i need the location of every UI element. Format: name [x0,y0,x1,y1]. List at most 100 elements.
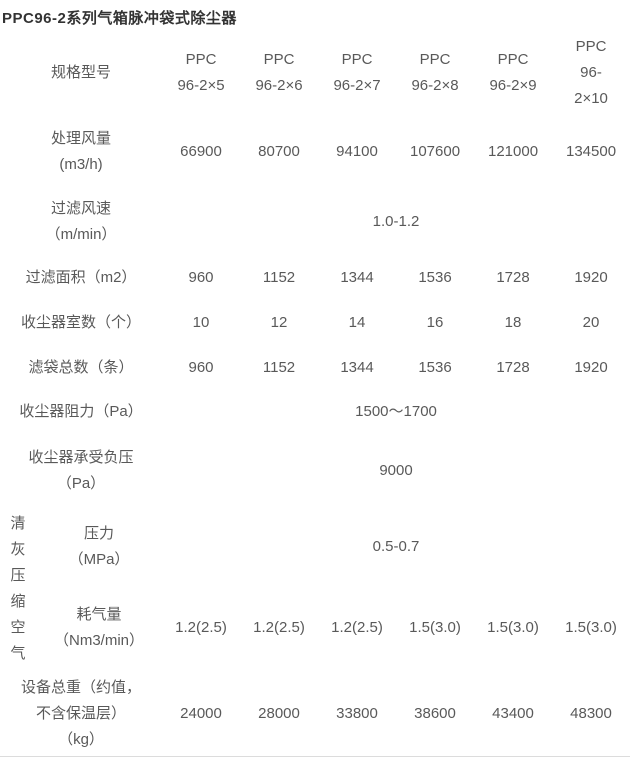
header-model-6: PPC 96- 2×10 [552,30,630,115]
row-label-pressure: 压力 （MPa） [36,508,162,585]
row-label-line: 收尘器承受负压 [28,449,134,466]
cell-value: 1152 [262,268,296,286]
cell-value: 16 [426,313,444,331]
model-name-line: PPC [497,50,529,68]
cell-value: 94100 [336,142,378,160]
group-label-char: 气 [10,645,26,662]
row-total-weight: 设备总重（约值， 不含保温层） （kg） 24000 28000 33800 3… [0,670,630,756]
cell-value: 20 [582,313,600,331]
cell-value: 28000 [258,705,300,722]
cell-value: 12 [270,313,288,331]
cell-value: 1.5(3.0) [409,618,461,636]
row-air-volume: 处理风量 (m3/h) 66900 80700 94100 107600 121… [0,115,630,188]
row-bag-total: 滤袋总数（条） 960 1152 1344 1536 1728 1920 [0,345,630,390]
row-resistance: 收尘器阻力（Pa） 1500～1700 [0,390,630,434]
cell-value: 1.2(2.5) [331,618,383,636]
cell-value: 1152 [262,358,296,376]
cell-value: 960 [188,268,214,286]
cell-value: 1728 [496,358,530,376]
row-label-line: （Pa） [56,475,106,492]
model-name-line: 96- [580,63,602,81]
cell-value: 1920 [574,268,608,286]
model-name-line: PPC [419,50,451,68]
row-label-filter-area: 过滤面积（m2） [25,268,137,286]
cell-value: 43400 [492,705,534,722]
model-name-line: 2×10 [574,89,608,107]
header-model-2: PPC 96-2×6 [240,30,318,115]
cell-value: 48300 [570,705,612,722]
row-filter-area: 过滤面积（m2） 960 1152 1344 1536 1728 1920 [0,255,630,300]
row-label-line: 过滤风速 [51,199,112,217]
header-spec-model-label: 规格型号 [51,63,112,81]
cell-value: 960 [188,358,214,376]
cell-value: 24000 [180,705,222,722]
cell-value-span: 1500～1700 [355,403,437,420]
cell-value: 1344 [340,268,374,286]
row-label-line: （Nm3/min） [54,631,145,649]
cell-value: 107600 [409,142,461,160]
header-model-4: PPC 96-2×8 [396,30,474,115]
model-name-line: PPC [185,50,217,68]
model-name-line: 96-2×6 [255,76,303,94]
model-name-line: 96-2×8 [411,76,459,94]
cell-value: 33800 [336,705,378,722]
row-label-chamber-count: 收尘器室数（个） [21,313,142,331]
row-label-line: (m3/h) [59,155,103,173]
cell-value: 1728 [496,268,530,286]
cell-value: 10 [192,313,210,331]
cell-value: 80700 [258,142,300,160]
row-negative-pressure: 收尘器承受负压 （Pa） 9000 [0,434,630,508]
row-label-air-volume: 处理风量 (m3/h) [0,115,162,188]
row-label-filter-velocity: 过滤风速 （m/min） [0,188,162,255]
model-name-line: PPC [575,37,607,55]
row-label-negative-pressure: 收尘器承受负压 （Pa） [0,434,162,508]
cell-value: 1344 [340,358,374,376]
cell-value-span: 0.5-0.7 [372,537,420,555]
model-name-line: PPC [341,50,373,68]
row-pulse-pressure: 清 灰 压 缩 空 气 压力 （MPa） 0.5-0.7 [0,508,630,662]
row-label-line: （kg） [58,731,104,748]
row-label-total-weight: 设备总重（约值， 不含保温层） （kg） [0,670,162,756]
cell-value: 1.2(2.5) [253,618,305,636]
model-name-line: 96-2×7 [333,76,381,94]
row-air-consumption: 耗气量 （Nm3/min） 1.2(2.5) 1.2(2.5) 1.2(2.5)… [0,585,630,670]
cell-value: 1.5(3.0) [565,618,617,636]
cell-value-span: 9000 [379,462,413,479]
cell-value: 1536 [418,358,452,376]
header-model-5: PPC 96-2×9 [474,30,552,115]
model-name-line: PPC [263,50,295,68]
cell-value: 121000 [487,142,539,160]
row-label-line: （MPa） [68,550,130,568]
cell-value: 66900 [180,142,222,160]
row-label-line: （m/min） [45,225,117,243]
cell-value-span: 1.0-1.2 [372,212,420,230]
header-model-3: PPC 96-2×7 [318,30,396,115]
cell-value: 38600 [414,705,456,722]
row-label-line: 耗气量 [76,605,122,623]
model-name-line: 96-2×9 [489,76,537,94]
group-label-char: 缩 [10,593,26,610]
cell-value: 134500 [565,142,617,160]
row-label-line: 处理风量 [51,129,112,147]
row-chamber-count: 收尘器室数（个） 10 12 14 16 18 20 [0,300,630,345]
row-label-resistance: 收尘器阻力（Pa） [19,403,143,420]
row-filter-velocity: 过滤风速 （m/min） 1.0-1.2 [0,188,630,255]
cell-value: 1.5(3.0) [487,618,539,636]
cell-value: 18 [504,313,522,331]
cell-value: 14 [348,313,366,331]
row-label-line: 压力 [84,524,115,542]
group-label-char: 灰 [10,541,26,558]
cell-value: 1.2(2.5) [175,618,227,636]
group-label-char: 空 [10,619,26,636]
row-label-line: 设备总重（约值， [21,679,142,696]
model-name-line: 96-2×5 [177,76,225,94]
page-title: PPC96-2系列气箱脉冲袋式除尘器 [2,10,237,27]
table-header-row: 规格型号 PPC 96-2×5 PPC 96-2×6 PPC 96-2×7 PP… [0,30,630,115]
row-label-bag-total: 滤袋总数（条） [28,358,134,376]
cell-value: 1920 [574,358,608,376]
spec-table: 规格型号 PPC 96-2×5 PPC 96-2×6 PPC 96-2×7 PP… [0,30,630,756]
group-label-compressed-air: 清 灰 压 缩 空 气 [0,508,36,670]
group-label-char: 压 [10,567,26,584]
group-label-char: 清 [10,515,26,532]
